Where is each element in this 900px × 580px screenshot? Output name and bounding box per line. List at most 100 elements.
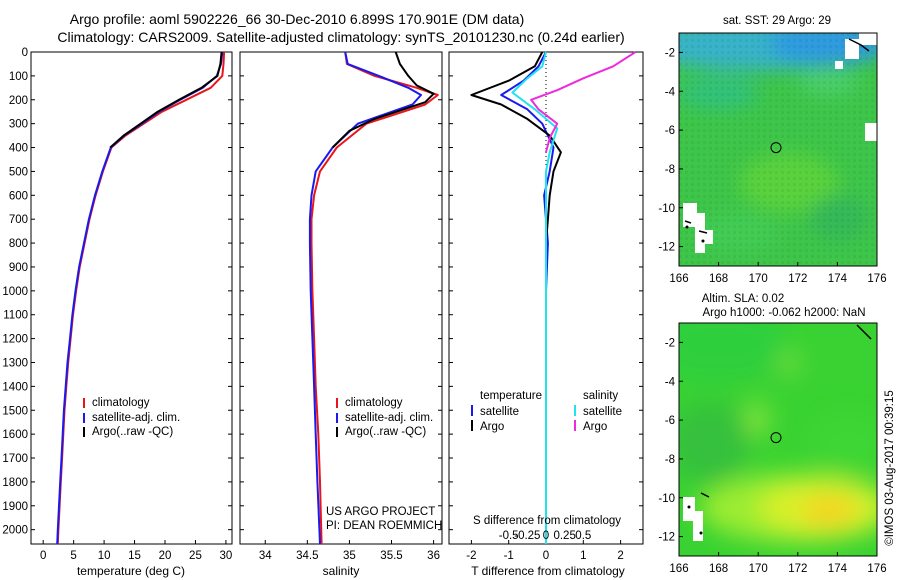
- diff-legend-temp-argo: Argo: [480, 421, 504, 433]
- sst-map-xtick-label: 168: [709, 273, 728, 285]
- temperature-legend: climatology satellite-adj. clim. Argo(..…: [83, 397, 180, 438]
- sst-map-ytick-label: -10: [658, 203, 675, 215]
- salinity-legend: climatology satellite-adj. clim. Argo(..…: [336, 397, 433, 438]
- salinity-plot-area: [239, 51, 443, 545]
- figure-title-line2: Climatology: CARS2009. Satellite-adjuste…: [57, 29, 624, 45]
- salinity-legend-climatology: climatology: [345, 397, 403, 409]
- temperature-ytick-label: 300: [9, 119, 28, 131]
- salinity-xtick-label: 35: [343, 550, 356, 562]
- temperature-ytick-label: 900: [9, 262, 28, 274]
- salinity-legend-argo: Argo(..raw -QC): [345, 426, 426, 438]
- sst-map-ytick-label: -4: [665, 86, 676, 98]
- difference-t-tick-label: 0: [543, 550, 549, 562]
- sla-map-xtick-label: 166: [669, 563, 688, 575]
- sla-map-ytick-label: -4: [665, 376, 676, 388]
- temperature-ytick-label: 700: [9, 214, 28, 226]
- temperature-ytick-label: 1000: [2, 286, 28, 298]
- sst-map-xtick-label: 176: [867, 273, 886, 285]
- salinity-xtick-label: 34: [259, 550, 272, 562]
- sla-argo-location-marker: [770, 432, 782, 444]
- difference-legend: temperature salinity satellite Argo sate…: [471, 390, 622, 433]
- difference-xlabel: T difference from climatology: [471, 564, 625, 578]
- project-annotation: US ARGO PROJECT: [326, 506, 435, 518]
- sst-map-island-2: [685, 225, 689, 229]
- sst-map-nodata-5: [859, 33, 877, 45]
- sst-map-xtick-label: 174: [828, 273, 848, 285]
- sst-map-ytick-label: -12: [658, 242, 675, 254]
- sst-map-island-1: [701, 239, 705, 243]
- sla-map-frame: [678, 322, 878, 557]
- pi-annotation: PI: DEAN ROEMMICH: [326, 520, 442, 532]
- difference-t-tick-label: -2: [466, 550, 476, 562]
- temperature-ytick-label: 1100: [3, 310, 28, 322]
- difference-s-tick-label: 0.25: [553, 530, 575, 542]
- sst-map-xtick-label: 172: [788, 273, 807, 285]
- temperature-xtick-label: 30: [220, 550, 233, 562]
- salinity-line-climatology: [310, 51, 439, 545]
- sst-map-nodata-6: [865, 123, 877, 141]
- sla-map-ytick-label: -12: [658, 532, 675, 544]
- sst-map-ytick-label: -2: [665, 47, 675, 59]
- difference-panel: -2 -1 0 1 2 S difference from climatology -0…: [448, 51, 644, 578]
- temperature-xtick-label: 5: [70, 550, 76, 562]
- temperature-ytick-label: 600: [9, 190, 28, 202]
- sla-map-xtick-label: 174: [828, 563, 848, 575]
- difference-s-tick-label: 0: [543, 530, 549, 542]
- sst-map-nodata-3: [705, 230, 713, 244]
- salinity-legend-satellite: satellite-adj. clim.: [345, 412, 433, 424]
- sla-map-island-2: [699, 531, 703, 535]
- figure-title-line1: Argo profile: aoml 5902226_66 30-Dec-201…: [70, 11, 525, 27]
- sla-map-nodata-2: [693, 511, 703, 541]
- temperature-ytick-label: 1600: [2, 429, 28, 441]
- temperature-legend-satellite: satellite-adj. clim.: [92, 412, 180, 424]
- temperature-xtick-label: 15: [128, 550, 141, 562]
- temperature-ytick-label: 1400: [2, 381, 28, 393]
- diff-legend-temp-satellite: satellite: [480, 406, 519, 418]
- sst-map-frame: [678, 32, 878, 267]
- diff-legend-salinity-title: salinity: [583, 390, 618, 402]
- sla-map-title-2: Argo h1000: -0.062 h2000: NaN: [702, 307, 865, 319]
- difference-line-salinity-argo: [530, 51, 637, 153]
- sla-map-island-1: [687, 505, 691, 509]
- sla-map-ytick-label: -8: [665, 454, 675, 466]
- temperature-legend-climatology: climatology: [92, 397, 150, 409]
- temperature-ytick-label: 100: [9, 71, 28, 83]
- sst-argo-location-marker: [770, 142, 782, 154]
- temperature-line-argo: [109, 51, 223, 149]
- sst-map-title: sat. SST: 29 Argo: 29: [723, 15, 831, 27]
- salinity-xtick-label: 34.5: [296, 550, 318, 562]
- sst-map-coastline: [684, 38, 870, 234]
- temperature-ytick-label: 1700: [2, 453, 28, 465]
- sst-map-ytick-label: -6: [665, 125, 675, 137]
- temperature-xlabel: temperature (deg C): [77, 564, 185, 578]
- sla-map-ytick-label: -10: [658, 493, 675, 505]
- temperature-ytick-label: 800: [9, 238, 28, 250]
- temperature-ytick-label: 200: [9, 95, 28, 107]
- sla-map-nodata-1: [683, 497, 695, 521]
- diff-legend-temperature-title: temperature: [480, 390, 542, 402]
- temperature-xtick-label: 25: [189, 550, 202, 562]
- salinity-line-satellite: [308, 51, 422, 545]
- temperature-xtick-label: 20: [159, 550, 172, 562]
- sla-map-xtick-label: 172: [788, 563, 807, 575]
- salinity-panel: 34 34.5 35 35.5 36 salinity climatology sate…: [239, 51, 443, 578]
- diff-legend-sal-satellite: satellite: [583, 406, 622, 418]
- salinity-xtick-label: 35.5: [380, 550, 402, 562]
- sla-map-xtick-label: 170: [749, 563, 768, 575]
- temperature-ytick-label: 1300: [2, 357, 28, 369]
- temperature-ytick-label: 2000: [2, 525, 28, 537]
- temperature-ytick-label: 1500: [2, 405, 28, 417]
- difference-s-tick-label: -0.5: [499, 530, 519, 542]
- temperature-panel: 0100200300400500600700800900100011001200…: [2, 47, 233, 578]
- sla-map-panel: Altim. SLA: 0.02 Argo h1000: -0.062 h200…: [658, 293, 886, 575]
- sst-map-xtick-label: 166: [669, 273, 688, 285]
- temperature-xtick-label: 0: [40, 550, 46, 562]
- difference-s-tick-label: -0.25: [514, 530, 540, 542]
- sla-map-coastline: [700, 324, 872, 498]
- difference-t-tick-label: 2: [617, 550, 623, 562]
- difference-t-tick-label: -1: [504, 550, 514, 562]
- temperature-ytick-label: 1800: [2, 477, 28, 489]
- sla-map-title-1: Altim. SLA: 0.02: [702, 293, 784, 305]
- sst-map-panel: sat. SST: 29 Argo: 29: [658, 15, 886, 285]
- temperature-ytick-label: 1900: [2, 501, 28, 513]
